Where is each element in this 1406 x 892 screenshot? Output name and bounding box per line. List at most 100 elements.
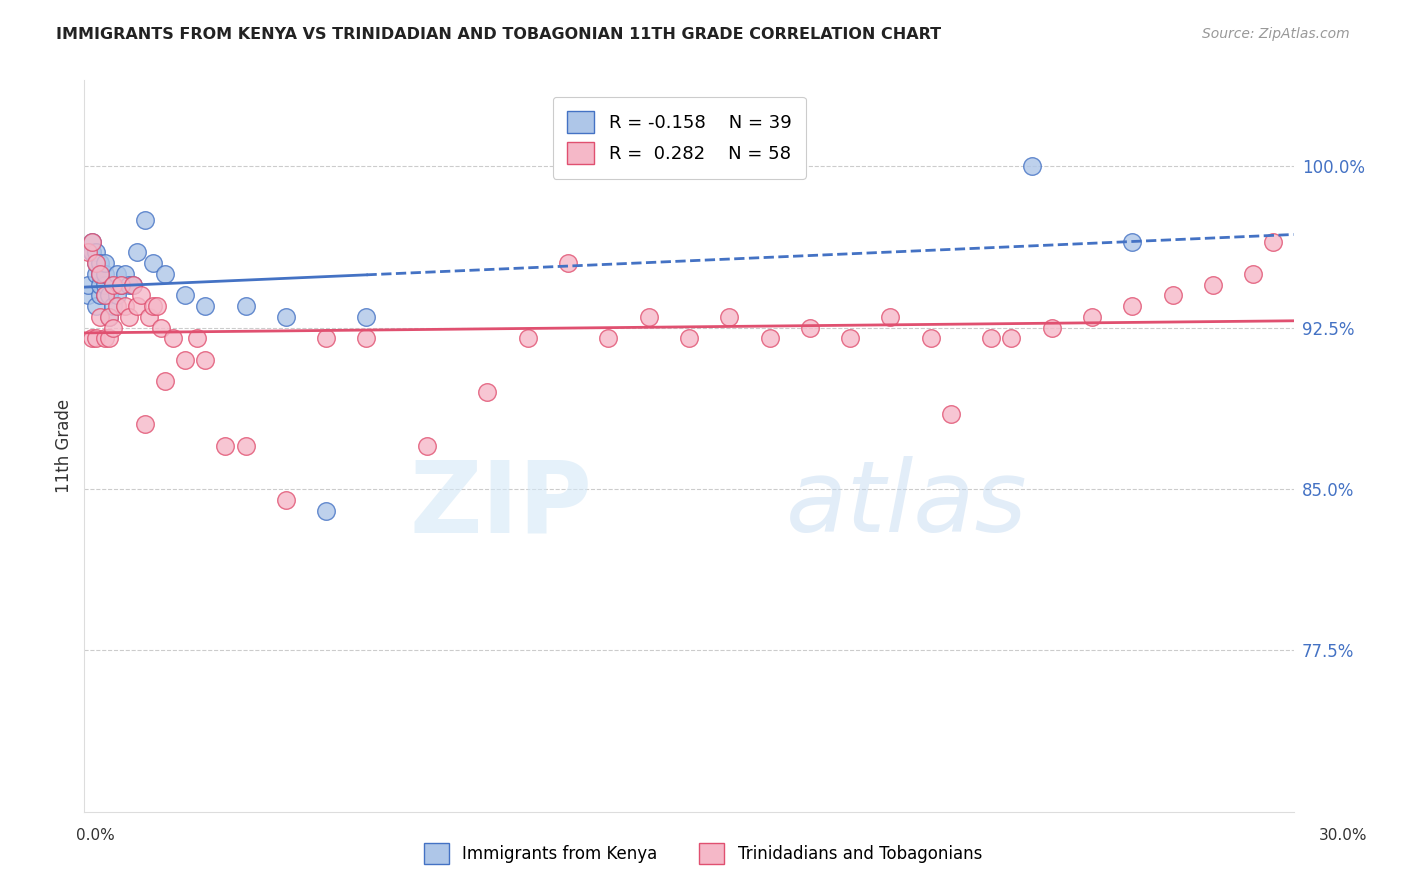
Point <box>97 310 120 324</box>
Point <box>89 310 111 324</box>
Point <box>86 256 108 270</box>
Text: ZIP: ZIP <box>409 456 592 553</box>
Point <box>89 267 111 281</box>
Point <box>162 331 184 345</box>
Point <box>138 310 160 324</box>
Text: IMMIGRANTS FROM KENYA VS TRINIDADIAN AND TOBAGONIAN 11TH GRADE CORRELATION CHART: IMMIGRANTS FROM KENYA VS TRINIDADIAN AND… <box>56 27 942 42</box>
Point <box>174 288 197 302</box>
Point <box>86 245 108 260</box>
Legend: Immigrants from Kenya, Trinidadians and Tobagonians: Immigrants from Kenya, Trinidadians and … <box>418 837 988 871</box>
Point <box>82 235 104 249</box>
Text: 30.0%: 30.0% <box>1319 829 1367 843</box>
Point <box>97 310 120 324</box>
Point <box>598 331 620 345</box>
Point <box>125 245 148 260</box>
Point <box>718 310 741 324</box>
Point <box>89 256 111 270</box>
Point <box>939 407 962 421</box>
Point <box>1121 235 1143 249</box>
Point <box>416 439 439 453</box>
Point <box>174 353 197 368</box>
Point <box>758 331 780 345</box>
Point <box>93 277 115 292</box>
Point <box>110 277 132 292</box>
Point <box>1161 288 1184 302</box>
Point <box>93 288 115 302</box>
Point <box>121 277 143 292</box>
Point <box>315 503 337 517</box>
Point <box>86 267 108 281</box>
Point <box>125 299 148 313</box>
Point <box>101 299 124 313</box>
Point <box>799 320 821 334</box>
Point <box>86 256 108 270</box>
Point <box>93 331 115 345</box>
Point <box>89 267 111 281</box>
Point <box>110 277 132 292</box>
Point <box>82 245 104 260</box>
Text: Source: ZipAtlas.com: Source: ZipAtlas.com <box>1202 27 1350 41</box>
Point <box>214 439 236 453</box>
Point <box>142 256 165 270</box>
Point <box>235 439 257 453</box>
Point <box>149 320 172 334</box>
Point <box>1000 331 1022 345</box>
Point <box>77 277 100 292</box>
Point <box>77 245 100 260</box>
Point <box>86 331 108 345</box>
Point <box>97 288 120 302</box>
Point <box>77 288 100 302</box>
Point <box>82 235 104 249</box>
Point <box>82 331 104 345</box>
Y-axis label: 11th Grade: 11th Grade <box>55 399 73 493</box>
Point <box>637 310 659 324</box>
Point <box>194 353 217 368</box>
Point <box>121 277 143 292</box>
Point <box>274 310 297 324</box>
Point <box>93 288 115 302</box>
Point <box>146 299 169 313</box>
Point <box>153 375 176 389</box>
Point <box>1040 320 1063 334</box>
Point <box>1021 159 1043 173</box>
Point <box>557 256 579 270</box>
Point <box>82 245 104 260</box>
Point <box>105 288 128 302</box>
Point <box>1202 277 1225 292</box>
Point <box>86 299 108 313</box>
Point <box>97 331 120 345</box>
Point <box>89 277 111 292</box>
Point <box>129 288 152 302</box>
Point <box>114 299 136 313</box>
Point <box>516 331 538 345</box>
Point <box>356 331 378 345</box>
Point <box>142 299 165 313</box>
Point <box>315 331 337 345</box>
Point <box>134 417 156 432</box>
Point <box>89 288 111 302</box>
Point <box>134 213 156 227</box>
Point <box>101 277 124 292</box>
Point <box>274 492 297 507</box>
Point <box>1241 267 1264 281</box>
Legend: R = -0.158    N = 39, R =  0.282    N = 58: R = -0.158 N = 39, R = 0.282 N = 58 <box>553 96 806 178</box>
Point <box>114 267 136 281</box>
Point <box>1263 235 1285 249</box>
Point <box>93 256 115 270</box>
Text: 0.0%: 0.0% <box>76 829 115 843</box>
Point <box>101 277 124 292</box>
Point <box>118 277 141 292</box>
Point <box>235 299 257 313</box>
Point <box>118 310 141 324</box>
Point <box>356 310 378 324</box>
Point <box>879 310 901 324</box>
Point <box>153 267 176 281</box>
Point <box>477 385 499 400</box>
Point <box>920 331 942 345</box>
Point <box>839 331 862 345</box>
Point <box>1121 299 1143 313</box>
Point <box>194 299 217 313</box>
Point <box>93 267 115 281</box>
Point <box>678 331 700 345</box>
Point <box>105 299 128 313</box>
